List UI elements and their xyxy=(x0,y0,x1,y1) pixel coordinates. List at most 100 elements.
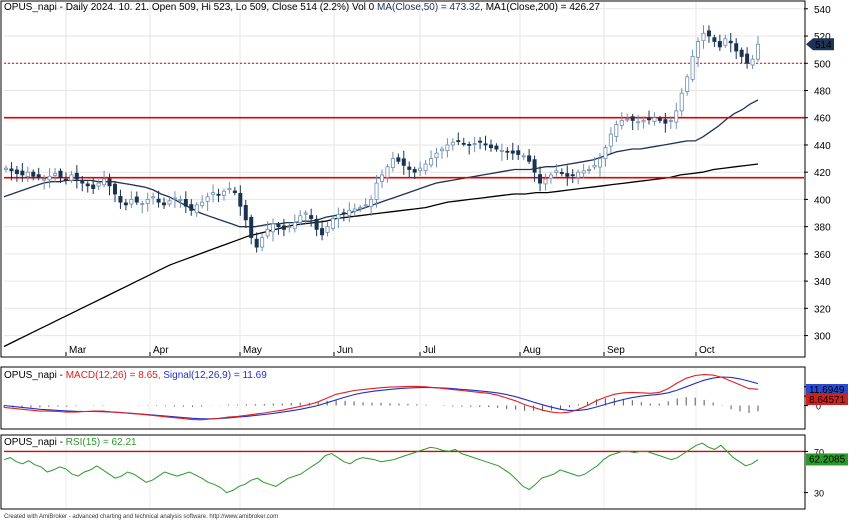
candle-body xyxy=(303,212,308,215)
candle-body xyxy=(140,203,145,205)
candle-body xyxy=(102,178,107,186)
candle-body xyxy=(423,163,428,171)
candle-body xyxy=(559,172,564,174)
price-panel-frame xyxy=(0,0,806,358)
price-x-axis: Mar Apr May Jun Jul Aug Sep Oct xyxy=(65,345,715,356)
candle-body xyxy=(543,178,548,185)
candle-body xyxy=(4,167,9,170)
candle-body xyxy=(298,215,303,223)
candle-body xyxy=(657,118,662,121)
candle-body xyxy=(118,196,123,203)
candle-body xyxy=(25,171,30,177)
candle-body xyxy=(36,174,41,179)
candle-body xyxy=(271,223,276,233)
last-close-badge: 514 xyxy=(806,38,834,51)
candle-body xyxy=(434,152,439,159)
candle-body xyxy=(358,207,363,209)
signal-badge: 8.64571 xyxy=(806,394,848,406)
candle-body xyxy=(189,204,194,211)
candle-body xyxy=(151,196,156,199)
candle-body xyxy=(232,190,237,194)
candle-body xyxy=(53,173,58,176)
candle-body xyxy=(652,117,657,122)
candle-body xyxy=(292,222,297,229)
candle-body xyxy=(521,155,526,158)
macd-title-prefix: OPUS_napi - xyxy=(4,370,66,381)
candle-body xyxy=(194,204,199,214)
month-label: Jul xyxy=(423,345,436,356)
price-title: OPUS_napi - Daily 2024. 10. 21. Open 509… xyxy=(4,2,600,13)
footer-credit: Created with AmiBroker - advanced charti… xyxy=(4,514,278,520)
rsi-tick-label: 30 xyxy=(814,489,824,499)
price-candles xyxy=(4,25,761,253)
macd-title: OPUS_napi - MACD(12,26) = 8.65, Signal(1… xyxy=(4,370,267,381)
ma200-line xyxy=(3,163,759,348)
candle-body xyxy=(712,37,717,42)
price-tick-label: 380 xyxy=(814,223,831,234)
macd-badge-label: 11.6949 xyxy=(809,385,845,396)
candle-body xyxy=(641,120,646,123)
candle-body xyxy=(516,150,521,155)
candle-body xyxy=(456,140,461,143)
candle-body xyxy=(597,158,602,168)
rsi-badge: 62.2085 xyxy=(806,453,848,466)
candle-body xyxy=(385,166,390,178)
candle-body xyxy=(587,169,592,171)
price-tick-label: 480 xyxy=(814,87,831,98)
candle-body xyxy=(336,213,341,219)
month-label: Jun xyxy=(337,345,353,356)
rsi-series xyxy=(3,442,759,494)
candle-body xyxy=(320,228,325,236)
candle-body xyxy=(63,178,68,181)
candle-body xyxy=(379,174,384,182)
candle-body xyxy=(42,178,47,181)
candle-body xyxy=(412,169,417,173)
candle-body xyxy=(494,145,499,150)
candle-body xyxy=(685,76,690,92)
month-label: May xyxy=(243,345,262,356)
price-tick-label: 320 xyxy=(814,304,831,315)
month-label: Apr xyxy=(153,345,169,356)
candle-body xyxy=(625,118,630,121)
candle-body xyxy=(592,164,597,168)
candle-body xyxy=(134,196,139,203)
rsi-title-prefix: OPUS_napi - xyxy=(4,437,66,448)
candle-body xyxy=(429,158,434,166)
candle-body xyxy=(756,43,761,60)
candle-body xyxy=(636,121,641,124)
candle-body xyxy=(347,209,352,216)
candle-body xyxy=(439,148,444,152)
rsi-title: OPUS_napi - RSI(15) = 62.21 xyxy=(4,437,137,448)
candle-body xyxy=(668,120,673,122)
candle-body xyxy=(505,150,510,153)
macd-series xyxy=(3,374,759,421)
candle-body xyxy=(674,110,679,123)
candle-body xyxy=(254,238,259,248)
candle-body xyxy=(276,224,281,228)
candle-body xyxy=(723,38,728,46)
price-tick-label: 500 xyxy=(814,59,831,70)
month-label: Sep xyxy=(607,345,625,356)
candle-body xyxy=(123,202,128,206)
candle-body xyxy=(538,174,543,184)
candle-body xyxy=(238,193,243,207)
candle-body xyxy=(74,172,79,180)
candle-body xyxy=(9,168,14,172)
candle-body xyxy=(445,144,450,152)
candle-body xyxy=(145,199,150,204)
ma50-series xyxy=(3,99,759,228)
candle-body xyxy=(532,159,537,173)
candle-body xyxy=(570,174,575,177)
price-title-prefix: OPUS_napi - Daily 2024. 10. 21. Open 509… xyxy=(4,2,377,13)
candle-body xyxy=(330,218,335,229)
candle-body xyxy=(647,118,652,121)
candle-body xyxy=(129,199,134,205)
candle-body xyxy=(554,170,559,173)
candle-body xyxy=(630,116,635,121)
macd-badge: 11.6949 xyxy=(806,384,848,396)
candle-body xyxy=(243,205,248,221)
candle-body xyxy=(734,43,739,52)
month-label: Aug xyxy=(523,345,541,356)
candle-body xyxy=(309,215,314,219)
